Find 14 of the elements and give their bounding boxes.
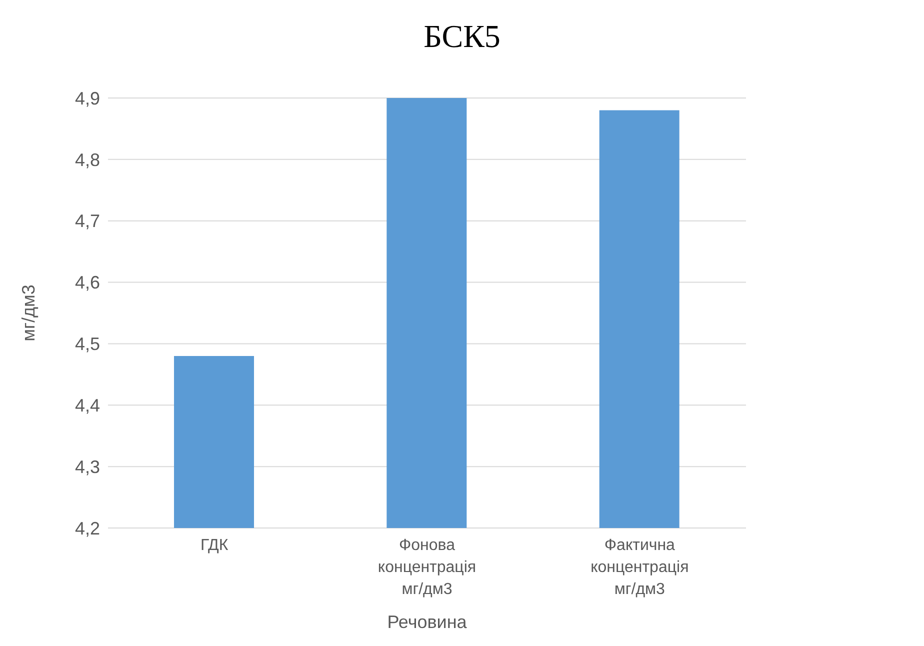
y-tick-label: 4,3 [74,456,100,477]
y-tick-label: 4,5 [74,334,100,354]
x-tick-label: Фонова концентрація мг/дм3 [378,537,476,598]
x-axis-title: Речовина [387,612,468,632]
y-tick-label: 4,6 [74,272,100,293]
y-tick-label: 4,4 [74,396,100,416]
chart-title: БСК5 [422,17,502,56]
x-tick-label: Фактична концентрація мг/дм3 [590,537,689,598]
y-tick-label: 4,8 [74,150,100,170]
y-axis-title: мг/дм3 [18,284,38,342]
x-tick-label: ГДК [200,537,229,554]
y-tick-label: 4,2 [74,518,100,538]
y-tick-label: 4,9 [74,88,100,108]
y-tick-label: 4,7 [74,211,100,232]
